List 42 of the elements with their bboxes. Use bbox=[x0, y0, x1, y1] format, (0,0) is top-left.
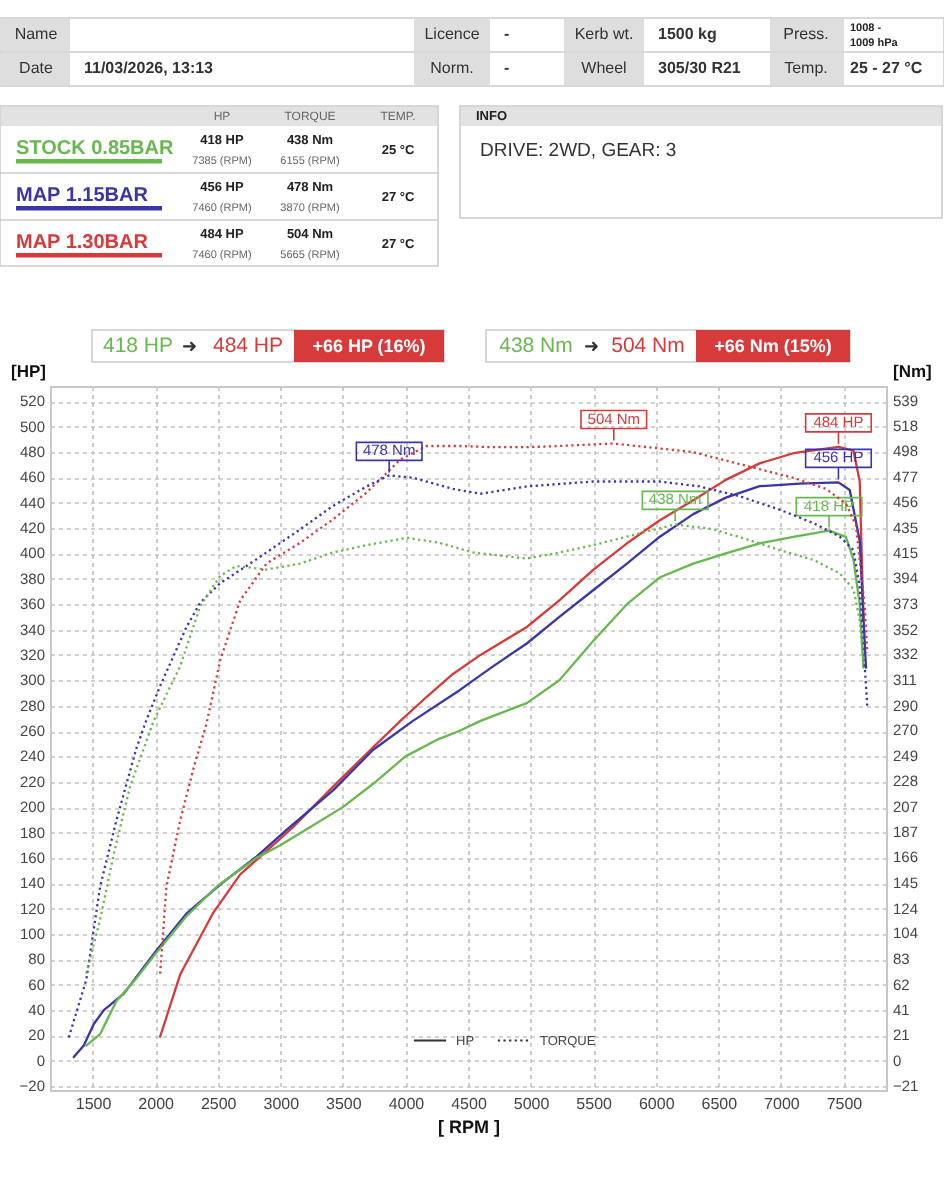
x-tick-label: 3000 bbox=[263, 1095, 301, 1113]
x-tick-label: 7000 bbox=[764, 1095, 801, 1113]
x-tick-label: 1500 bbox=[75, 1095, 113, 1113]
text: Name bbox=[14, 25, 59, 43]
text: ➜ bbox=[182, 336, 198, 356]
x-tick-label: 6000 bbox=[638, 1095, 676, 1113]
text: Licence bbox=[424, 25, 481, 43]
text: 504 Nm bbox=[611, 334, 686, 358]
text: 484 HP bbox=[212, 334, 284, 358]
x-tick-label: 2500 bbox=[200, 1095, 238, 1113]
text: MAP 1.30BAR bbox=[16, 232, 150, 254]
text: ➜ bbox=[584, 336, 600, 356]
x-tick-label: 4500 bbox=[451, 1095, 488, 1113]
x-tick-label: 4000 bbox=[388, 1095, 426, 1113]
text: - bbox=[504, 59, 510, 77]
text: Temp. bbox=[784, 59, 828, 77]
text: Date bbox=[19, 59, 54, 77]
text: DRIVE: 2WD, GEAR: 3 bbox=[480, 140, 677, 162]
text: +66 Nm (15%) bbox=[714, 336, 832, 356]
text: 418 HP bbox=[102, 334, 174, 358]
text: +66 HP (16%) bbox=[312, 336, 426, 356]
x-tick-label: 6500 bbox=[701, 1095, 739, 1113]
x-tick-label: 5500 bbox=[576, 1095, 614, 1113]
text: 305/30 R21 bbox=[658, 59, 742, 77]
text: 25 - 27 °C bbox=[850, 59, 923, 77]
text: 1500 kg bbox=[658, 25, 717, 43]
text: STOCK 0.85BAR bbox=[16, 138, 176, 160]
x-axis-title: [ RPM ] bbox=[438, 1117, 500, 1137]
x-tick-label: 5000 bbox=[513, 1095, 551, 1113]
text: 11/03/2026, 13:13 bbox=[84, 59, 215, 77]
x-tick-label: 3500 bbox=[326, 1095, 363, 1113]
x-tick-label: 2000 bbox=[138, 1095, 176, 1113]
text: Press. bbox=[783, 25, 829, 43]
text: Norm. bbox=[430, 59, 474, 77]
text: 438 Nm bbox=[499, 334, 574, 358]
y2-axis-title: [Nm] bbox=[893, 361, 933, 381]
text: Wheel bbox=[581, 59, 628, 77]
y-axis-title: [HP] bbox=[11, 361, 47, 381]
text: MAP 1.15BAR bbox=[16, 185, 150, 207]
text: - bbox=[504, 25, 510, 43]
text: Kerb wt. bbox=[574, 25, 634, 43]
x-tick-label: 7500 bbox=[826, 1095, 864, 1113]
